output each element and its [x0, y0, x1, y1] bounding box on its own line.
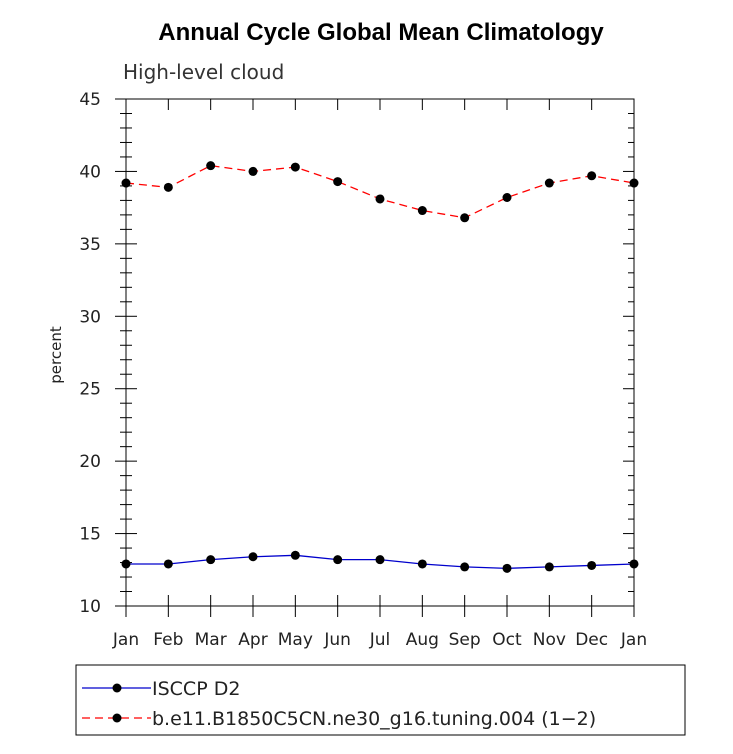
y-tick-label: 20	[79, 452, 101, 472]
x-tick-label: Aug	[406, 630, 439, 650]
data-point	[587, 560, 597, 570]
x-tick-label: Apr	[238, 630, 267, 650]
data-point	[629, 559, 639, 569]
x-tick-label: Sep	[449, 630, 481, 650]
data-point	[544, 562, 554, 572]
data-point	[163, 559, 173, 569]
axes: 10 15 20 25 30 35 40 45 Jan Feb Mar Apr May Jun Jul Aug…	[79, 90, 647, 650]
data-point	[417, 206, 427, 216]
x-tick-label: Jan	[620, 630, 647, 650]
data-point	[460, 213, 470, 223]
x-tick-label: Feb	[153, 630, 183, 650]
data-point	[375, 555, 385, 565]
data-point	[290, 550, 300, 560]
data-point	[290, 162, 300, 172]
y-tick-label: 10	[79, 597, 101, 617]
plot-frame	[125, 98, 635, 607]
data-point	[248, 552, 258, 562]
x-tick-label: Jul	[369, 630, 391, 650]
data-point	[502, 563, 512, 573]
x-tick-label: Jan	[112, 630, 139, 650]
x-tick-label: Nov	[533, 630, 566, 650]
data-point	[417, 559, 427, 569]
series-1	[121, 550, 639, 573]
data-point	[375, 194, 385, 204]
chart-title: Annual Cycle Global Mean Climatology	[158, 19, 604, 46]
legend-marker	[112, 713, 122, 723]
data-point	[629, 178, 639, 188]
data-point	[502, 193, 512, 203]
series-line	[125, 164, 635, 219]
data-point	[544, 178, 554, 188]
data-point	[333, 555, 343, 565]
y-tick-label: 15	[79, 525, 101, 545]
y-tick-label: 35	[79, 235, 101, 255]
legend: ISCCP D2 b.e11.B1850C5CN.ne30_g16.tuning.…	[75, 664, 686, 736]
data-point	[587, 171, 597, 181]
y-tick-label: 40	[79, 162, 101, 182]
data-point	[206, 555, 216, 565]
x-tick-label: May	[278, 630, 313, 650]
series-layer	[121, 161, 639, 573]
legend-marker	[112, 683, 122, 693]
chart-subtitle: High-level cloud	[123, 60, 284, 84]
data-point	[121, 559, 131, 569]
legend-label: b.e11.B1850C5CN.ne30_g16.tuning.004 (1−2…	[152, 708, 596, 730]
x-tick-label: Jun	[323, 630, 351, 650]
data-point	[333, 177, 343, 187]
x-tick-label: Mar	[195, 630, 227, 650]
data-point	[248, 166, 258, 176]
data-point	[121, 178, 131, 188]
y-tick-label: 25	[79, 380, 101, 400]
data-point	[460, 562, 470, 572]
y-tick-label: 45	[79, 90, 101, 110]
legend-box	[75, 664, 686, 736]
x-tick-label: Oct	[492, 630, 522, 650]
series-2	[121, 161, 639, 223]
y-tick-label: 30	[79, 307, 101, 327]
x-tick-label: Dec	[575, 630, 608, 650]
legend-label: ISCCP D2	[152, 678, 240, 700]
data-point	[206, 161, 216, 171]
data-point	[163, 182, 173, 192]
y-axis-label: percent	[47, 326, 65, 384]
